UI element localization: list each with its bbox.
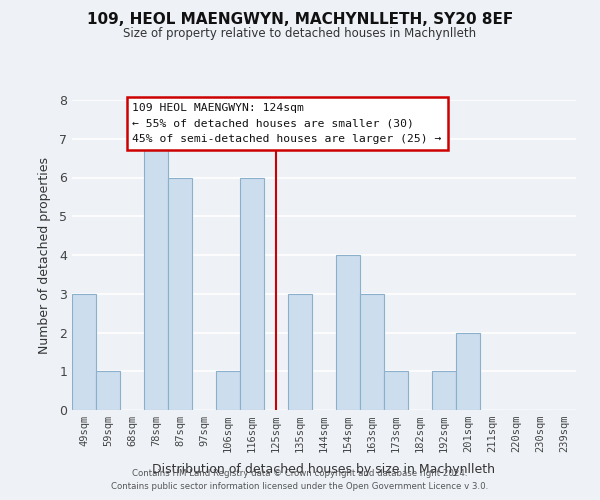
Bar bbox=[240, 178, 264, 410]
Bar bbox=[72, 294, 96, 410]
Bar bbox=[96, 371, 120, 410]
Bar bbox=[456, 332, 480, 410]
Text: Size of property relative to detached houses in Machynlleth: Size of property relative to detached ho… bbox=[124, 28, 476, 40]
Bar bbox=[360, 294, 384, 410]
Bar bbox=[432, 371, 456, 410]
Y-axis label: Number of detached properties: Number of detached properties bbox=[38, 156, 51, 354]
Text: 109, HEOL MAENGWYN, MACHYNLLETH, SY20 8EF: 109, HEOL MAENGWYN, MACHYNLLETH, SY20 8E… bbox=[87, 12, 513, 28]
Bar bbox=[288, 294, 312, 410]
Text: Contains HM Land Registry data © Crown copyright and database right 2024.: Contains HM Land Registry data © Crown c… bbox=[132, 468, 468, 477]
Text: 109 HEOL MAENGWYN: 124sqm
← 55% of detached houses are smaller (30)
45% of semi-: 109 HEOL MAENGWYN: 124sqm ← 55% of detac… bbox=[133, 103, 442, 144]
Bar bbox=[216, 371, 240, 410]
Text: Contains public sector information licensed under the Open Government Licence v : Contains public sector information licen… bbox=[112, 482, 488, 491]
Bar bbox=[336, 255, 360, 410]
Bar bbox=[168, 178, 192, 410]
Bar bbox=[144, 138, 168, 410]
Bar bbox=[384, 371, 408, 410]
X-axis label: Distribution of detached houses by size in Machynlleth: Distribution of detached houses by size … bbox=[152, 464, 496, 476]
